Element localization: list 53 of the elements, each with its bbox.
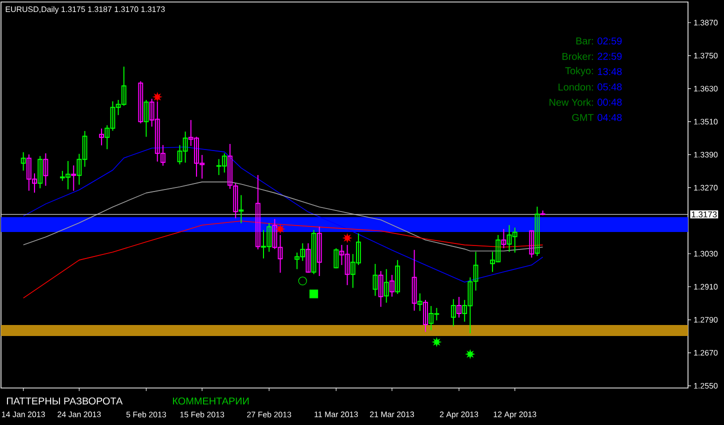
candlestick <box>238 194 244 224</box>
line-series <box>22 182 544 252</box>
point <box>276 224 285 234</box>
candlestick <box>99 128 104 146</box>
point <box>466 350 474 358</box>
candlestick <box>417 292 422 312</box>
candlestick <box>412 249 417 312</box>
candlestick <box>372 263 378 296</box>
point <box>298 276 307 286</box>
annotation: Bar: <box>576 38 593 44</box>
text: КОММЕНТАРИИ <box>173 397 249 405</box>
candlestick <box>450 298 456 327</box>
point <box>309 290 318 298</box>
annotation: Broker: <box>562 52 593 60</box>
annotation: Tokyo: <box>565 66 593 76</box>
candlestick <box>384 268 389 304</box>
candlestick <box>43 152 48 186</box>
candlestick <box>20 152 26 172</box>
candlestick <box>529 230 534 258</box>
candlestick <box>534 206 540 256</box>
candlestick <box>378 270 384 308</box>
candlestick <box>501 228 506 249</box>
annotation: 05:48 <box>598 83 622 90</box>
candlestick <box>395 260 400 294</box>
point <box>153 92 162 102</box>
candlestick <box>71 164 76 192</box>
ref-line-label: 1.3173 <box>692 211 717 218</box>
annotation: 04:48 <box>598 114 622 122</box>
annotation: 00:48 <box>598 98 622 106</box>
line-series <box>22 220 544 298</box>
candlestick <box>316 226 322 277</box>
annotation: London: <box>558 83 593 91</box>
candlestick <box>228 143 232 190</box>
annotation: 02:59 <box>598 37 622 45</box>
line-series <box>22 146 544 282</box>
candlestick <box>334 248 339 269</box>
candlestick <box>306 242 311 274</box>
point <box>342 234 352 242</box>
candlestick <box>38 156 43 189</box>
candlestick <box>233 182 238 219</box>
point <box>432 338 441 346</box>
candlestick <box>138 80 144 124</box>
candlestick <box>456 296 462 318</box>
annotation: 22:59 <box>598 52 622 60</box>
candlestick <box>144 99 149 138</box>
annotation: New York: <box>550 98 593 106</box>
annotation: 13:48 <box>598 68 622 76</box>
text: ПАТТЕРНЫ РАЗВОРОТА <box>6 397 123 405</box>
candlestick <box>311 230 316 275</box>
candlestick <box>423 299 428 332</box>
candlestick <box>255 174 260 250</box>
candlestick <box>390 274 394 298</box>
annotation: GMT <box>572 114 594 122</box>
